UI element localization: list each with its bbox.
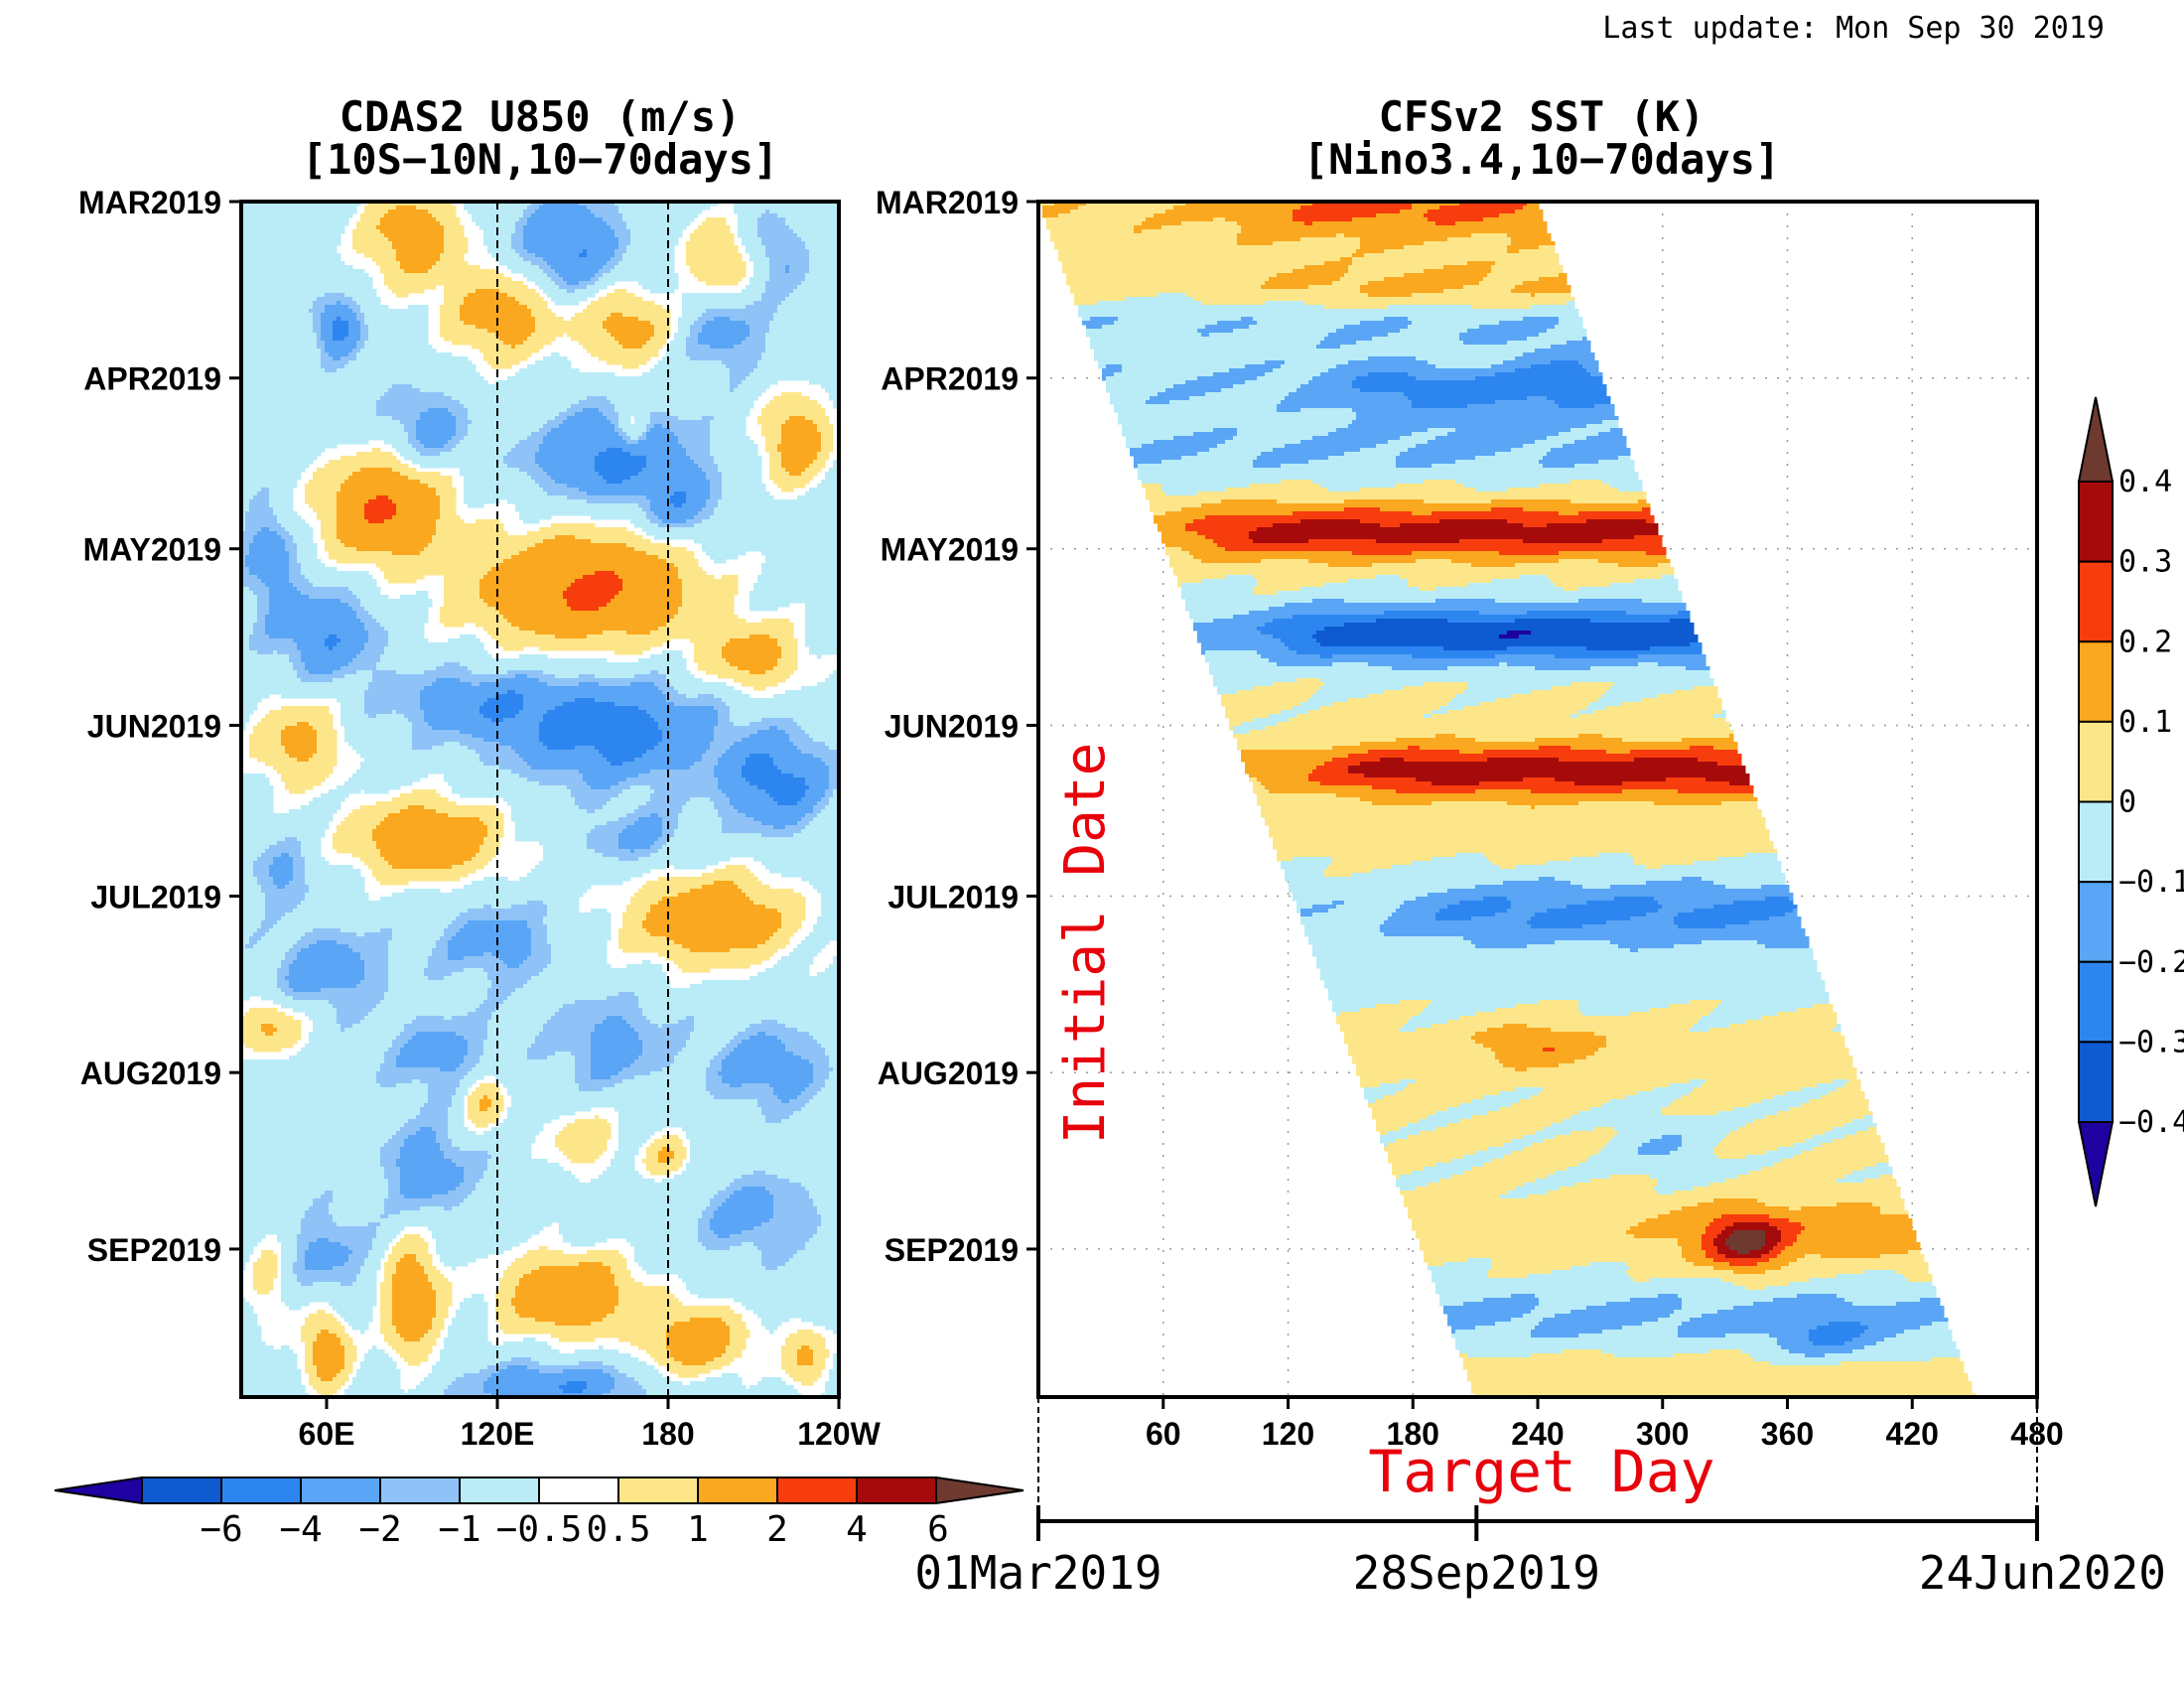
right-y-tick-label: MAR2019 xyxy=(876,185,1019,220)
left-y-tick-label: JUN2019 xyxy=(87,708,221,744)
colorbar-segment xyxy=(2079,562,2113,642)
colorbar-label: 1 xyxy=(687,1509,709,1550)
colorbar-label: −0.1 xyxy=(2118,865,2184,900)
left-y-tick-label: MAY2019 xyxy=(83,532,221,568)
right-chart-subtitle: [Nino3.4,10−70days] xyxy=(1303,135,1780,184)
colorbar-label: −4 xyxy=(279,1509,322,1550)
colorbar-segment xyxy=(857,1477,936,1503)
left-y-tick-label: MAR2019 xyxy=(78,185,221,220)
right-x-tick-label: 420 xyxy=(1886,1416,1939,1452)
right-heatmap-field xyxy=(1038,202,1977,1398)
colorbar-segment xyxy=(777,1477,857,1503)
colorbar-min-arrow xyxy=(55,1477,142,1503)
colorbar-segment xyxy=(2079,482,2113,562)
colorbar-segment xyxy=(539,1477,618,1503)
colorbar-segment xyxy=(142,1477,221,1503)
right-x-tick-label: 360 xyxy=(1761,1416,1814,1452)
left-x-tick-label: 60E xyxy=(299,1416,355,1452)
colorbar-segment xyxy=(2079,641,2113,722)
left-chart-title: CDAS2 U850 (m/s) xyxy=(340,92,742,141)
last-update-text: Last update: Mon Sep 30 2019 xyxy=(1602,11,2105,46)
left-y-axis: MAR2019 APR2019 MAY2019 JUN2019 JUL2019 AUG20… xyxy=(78,185,241,1268)
colorbar-segment xyxy=(2079,882,2113,962)
date-axis-label: 24Jun2020 xyxy=(1919,1546,2166,1600)
left-x-tick-label: 180 xyxy=(641,1416,694,1452)
right-x-tick-label: 60 xyxy=(1146,1416,1181,1452)
colorbar-label: −0.2 xyxy=(2118,945,2184,980)
left-heatmap-field xyxy=(241,202,842,1398)
colorbar-segment xyxy=(618,1477,698,1503)
left-x-axis: 60E 120E 180 120W xyxy=(299,1397,882,1452)
right-y-tick-label: AUG2019 xyxy=(878,1055,1019,1091)
colorbar-label: −0.3 xyxy=(2118,1025,2184,1059)
colorbar-label: 0.5 xyxy=(586,1509,650,1550)
colorbar-label: 4 xyxy=(846,1509,868,1550)
date-axis: 01Mar2019 28Sep2019 24Jun2020 xyxy=(914,1505,2166,1600)
left-x-tick-label: 120E xyxy=(461,1416,535,1452)
colorbar-segment xyxy=(2079,962,2113,1043)
colorbar-max-arrow xyxy=(2079,397,2113,482)
right-y-tick-label: MAY2019 xyxy=(881,532,1019,568)
right-y-tick-label: JUL2019 xyxy=(887,879,1019,914)
colorbar-segment xyxy=(301,1477,380,1503)
left-colorbar: −6 −4 −2 −1 −0.5 0.5 1 2 4 6 xyxy=(55,1477,1024,1550)
colorbar-label: −6 xyxy=(200,1509,242,1550)
date-axis-label: 28Sep2019 xyxy=(1353,1546,1600,1600)
colorbar-label: 0.2 xyxy=(2118,625,2172,659)
colorbar-label: 0 xyxy=(2118,785,2136,820)
left-chart: CDAS2 U850 (m/s) [10S−10N,10−70days] MAR… xyxy=(55,92,1024,1550)
colorbar-min-arrow xyxy=(2079,1122,2113,1206)
colorbar-label: −0.5 xyxy=(496,1509,583,1550)
colorbar-segment xyxy=(698,1477,777,1503)
left-y-tick-label: SEP2019 xyxy=(87,1232,221,1268)
colorbar-label: 2 xyxy=(766,1509,788,1550)
right-y-tick-label: JUN2019 xyxy=(885,708,1019,744)
colorbar-segment xyxy=(2079,1042,2113,1122)
colorbar-label: −1 xyxy=(438,1509,480,1550)
colorbar-label: 0.3 xyxy=(2118,545,2172,580)
right-chart-title: CFSv2 SST (K) xyxy=(1379,92,1706,141)
left-x-tick-label: 120W xyxy=(797,1416,881,1452)
colorbar-label: 6 xyxy=(927,1509,949,1550)
colorbar-segment xyxy=(2079,802,2113,883)
colorbar-segment xyxy=(380,1477,460,1503)
right-x-axis-label: Target Day xyxy=(1368,1438,1714,1505)
date-axis-label: 01Mar2019 xyxy=(914,1546,1161,1600)
colorbar-max-arrow xyxy=(936,1477,1024,1503)
left-y-tick-label: JUL2019 xyxy=(90,879,221,914)
right-chart: CFSv2 SST (K) [Nino3.4,10−70days] MAR201… xyxy=(876,92,2184,1600)
right-y-tick-label: APR2019 xyxy=(881,361,1019,397)
colorbar-label: −0.4 xyxy=(2118,1105,2184,1140)
right-x-tick-label: 120 xyxy=(1262,1416,1314,1452)
right-colorbar: 0.4 0.3 0.2 0.1 0 −0.1 −0.2 −0.3 −0.4 xyxy=(2079,397,2184,1206)
right-y-axis: MAR2019 APR2019 MAY2019 JUN2019 JUL2019 AUG20… xyxy=(876,185,1038,1268)
colorbar-segment xyxy=(221,1477,301,1503)
chart-canvas: Last update: Mon Sep 30 2019 CDAS2 U850 … xyxy=(0,0,2184,1688)
colorbar-label: −2 xyxy=(358,1509,401,1550)
right-y-axis-label: Initial Date xyxy=(1053,743,1118,1145)
right-y-tick-label: SEP2019 xyxy=(885,1232,1019,1268)
left-y-tick-label: AUG2019 xyxy=(80,1055,221,1091)
colorbar-label: 0.4 xyxy=(2118,465,2172,499)
colorbar-label: 0.1 xyxy=(2118,705,2172,740)
left-y-tick-label: APR2019 xyxy=(83,361,221,397)
colorbar-segment xyxy=(460,1477,539,1503)
left-chart-subtitle: [10S−10N,10−70days] xyxy=(302,135,778,184)
colorbar-segment xyxy=(2079,722,2113,802)
